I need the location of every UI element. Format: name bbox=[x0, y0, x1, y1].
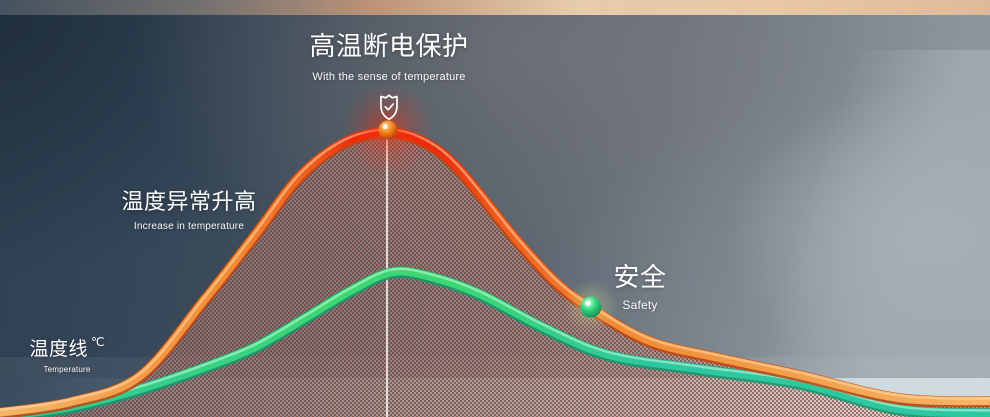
peak-ball-specular bbox=[382, 123, 388, 130]
background-top-strip bbox=[0, 0, 990, 15]
rise-title: 温度异常升高 bbox=[121, 189, 257, 214]
rise-curve bbox=[0, 127, 990, 417]
celsius-unit: ℃ bbox=[91, 335, 105, 349]
safety-title: 安全 bbox=[613, 262, 667, 292]
axis-subtitle: Temperature bbox=[43, 364, 91, 374]
axis-title: 温度线 bbox=[29, 339, 89, 360]
temperature-axis-annotation: 温度线 ℃ Temperature bbox=[24, 335, 110, 374]
rise-annotation: 温度异常升高 Increase in temperature bbox=[89, 189, 289, 232]
safe-ball-specular bbox=[585, 300, 591, 307]
safe-curve bbox=[0, 267, 990, 417]
protection-title: 高温断电保护 bbox=[309, 31, 469, 61]
rise-subtitle: Increase in temperature bbox=[133, 221, 245, 233]
rise-curve-highlight bbox=[0, 128, 990, 412]
protection-subtitle: With the sense of temperature bbox=[312, 70, 466, 83]
axis-title-line: 温度线 ℃ bbox=[24, 335, 110, 361]
safety-annotation: 安全 Safety bbox=[565, 262, 715, 312]
shield-check-icon bbox=[373, 91, 405, 125]
protection-annotation: 高温断电保护 With the sense of temperature bbox=[239, 31, 539, 125]
safety-subtitle: Safety bbox=[622, 297, 658, 312]
